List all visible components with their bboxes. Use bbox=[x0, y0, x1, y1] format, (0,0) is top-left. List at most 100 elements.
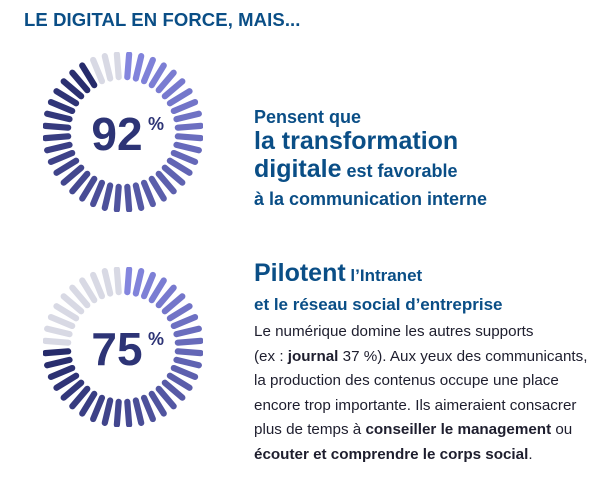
gauge-tick-filled bbox=[47, 99, 76, 115]
gauge-tick-empty bbox=[90, 271, 106, 300]
gauge-tick-filled bbox=[132, 182, 145, 211]
stat-2-text: Pilotent l’Intranet et le réseau social … bbox=[254, 258, 503, 317]
gauge-tick-filled bbox=[43, 348, 72, 357]
gauge-percent-sign: % bbox=[148, 329, 164, 349]
gauge-percent-sign: % bbox=[148, 114, 164, 134]
gauge-tick-empty bbox=[101, 268, 114, 297]
gauge-tick-filled bbox=[43, 122, 72, 131]
gauge-tick-filled bbox=[60, 164, 85, 186]
gauge-tick-filled bbox=[140, 394, 156, 423]
page-title: LE DIGITAL EN FORCE, MAIS... bbox=[24, 9, 301, 30]
gauge-tick-filled bbox=[124, 183, 133, 212]
stat-1-line-3-emphasis: digitale bbox=[254, 155, 342, 183]
gauge-tick-filled bbox=[155, 284, 177, 309]
stat-2-line-1-emphasis: Pilotent bbox=[254, 259, 346, 287]
body-line-5c: ou bbox=[551, 421, 573, 439]
gauge-tick-filled bbox=[124, 267, 133, 296]
gauge-tick-filled bbox=[155, 385, 177, 410]
gauge-value: 75 bbox=[91, 323, 142, 375]
gauge-tick-filled bbox=[69, 69, 91, 94]
gauge-tick-filled bbox=[173, 141, 202, 154]
gauge-tick-filled bbox=[132, 268, 145, 297]
gauge-75-percent: 75 % bbox=[43, 267, 203, 427]
gauge-tick-filled bbox=[161, 379, 186, 401]
gauge-tick-filled bbox=[155, 69, 177, 94]
stat-1-line-4: à la communication interne bbox=[254, 189, 488, 209]
gauge-tick-filled bbox=[140, 179, 156, 208]
gauge-tick-filled bbox=[43, 133, 72, 142]
body-line-5-bold: conseiller le management bbox=[365, 421, 552, 439]
stat-2-line-1-rest: l’Intranet bbox=[345, 266, 423, 285]
gauge-tick-filled bbox=[124, 398, 133, 427]
body-line-6b: . bbox=[528, 445, 533, 463]
gauge-tick-empty bbox=[69, 284, 91, 309]
gauge-tick-filled bbox=[148, 277, 167, 304]
gauge-tick-empty bbox=[90, 56, 106, 85]
stat-1-line-2: la transformation bbox=[254, 127, 459, 155]
gauge-tick-filled bbox=[161, 78, 186, 100]
stat-2-line-2: et le réseau social d’entreprise bbox=[254, 295, 503, 314]
gauge-tick-filled bbox=[79, 62, 98, 89]
gauge-tick-empty bbox=[79, 277, 98, 304]
gauge-tick-filled bbox=[173, 356, 202, 369]
body-line-2-bold: journal bbox=[287, 347, 339, 365]
gauge-tick-filled bbox=[132, 397, 145, 426]
gauge-tick-filled bbox=[140, 271, 156, 300]
gauge-tick-filled bbox=[113, 398, 122, 427]
gauge-ticks bbox=[43, 52, 203, 212]
gauge-tick-filled bbox=[166, 372, 193, 391]
gauge-tick-filled bbox=[140, 56, 156, 85]
gauge-tick-filled bbox=[166, 88, 193, 107]
gauge-tick-filled bbox=[170, 149, 199, 165]
stat-1-line-3: digitale est favorable bbox=[254, 155, 487, 187]
gauge-tick-filled bbox=[44, 110, 73, 123]
gauge-tick-filled bbox=[173, 325, 202, 338]
gauge-tick-empty bbox=[113, 267, 122, 296]
body-line-3: la production des contenus occupe une pl… bbox=[254, 372, 559, 390]
gauge-tick-filled bbox=[148, 62, 167, 89]
stat-2-line-1: Pilotent l’Intranet bbox=[254, 258, 503, 292]
gauge-tick-empty bbox=[44, 325, 73, 338]
gauge-tick-filled bbox=[79, 175, 98, 202]
gauge-tick-filled bbox=[60, 379, 85, 401]
gauge-tick-filled bbox=[53, 372, 80, 391]
gauge-tick-filled bbox=[170, 314, 199, 330]
gauge-tick-filled bbox=[166, 303, 193, 322]
stat-2-body-text: Le numérique domine les autres supports … bbox=[254, 320, 604, 468]
gauge-tick-empty bbox=[101, 53, 114, 82]
gauge-value: 92 bbox=[91, 108, 142, 160]
gauge-tick-filled bbox=[60, 78, 85, 100]
body-line-2c: 37 %). Aux yeux des communicants, bbox=[338, 347, 588, 365]
gauge-tick-filled bbox=[174, 133, 203, 142]
gauge-tick-filled bbox=[47, 364, 76, 380]
gauge-tick-filled bbox=[132, 53, 145, 82]
gauge-tick-filled bbox=[53, 88, 80, 107]
gauge-tick-filled bbox=[53, 157, 80, 176]
gauge-tick-filled bbox=[124, 52, 133, 81]
gauge-tick-filled bbox=[113, 183, 122, 212]
gauge-svg: 75 % bbox=[43, 267, 203, 427]
gauge-tick-filled bbox=[101, 182, 114, 211]
gauge-tick-filled bbox=[101, 397, 114, 426]
stat-1-line-3-rest: est favorable bbox=[341, 161, 458, 181]
gauge-tick-filled bbox=[155, 170, 177, 195]
gauge-tick-filled bbox=[170, 364, 199, 380]
gauge-ticks bbox=[43, 267, 203, 427]
gauge-tick-filled bbox=[174, 337, 203, 346]
gauge-tick-filled bbox=[174, 122, 203, 131]
gauge-tick-filled bbox=[69, 385, 91, 410]
body-line-1: Le numérique domine les autres supports bbox=[254, 323, 534, 340]
gauge-tick-filled bbox=[47, 149, 76, 165]
gauge-tick-filled bbox=[44, 356, 73, 369]
gauge-tick-filled bbox=[90, 394, 106, 423]
gauge-tick-filled bbox=[148, 175, 167, 202]
gauge-tick-filled bbox=[79, 390, 98, 417]
gauge-tick-empty bbox=[47, 314, 76, 330]
gauge-tick-filled bbox=[170, 99, 199, 115]
gauge-tick-filled bbox=[44, 141, 73, 154]
body-line-6-bold: écouter et comprendre le corps social bbox=[254, 445, 529, 463]
gauge-tick-filled bbox=[173, 110, 202, 123]
gauge-tick-filled bbox=[166, 157, 193, 176]
gauge-tick-empty bbox=[60, 293, 85, 315]
gauge-tick-filled bbox=[161, 164, 186, 186]
